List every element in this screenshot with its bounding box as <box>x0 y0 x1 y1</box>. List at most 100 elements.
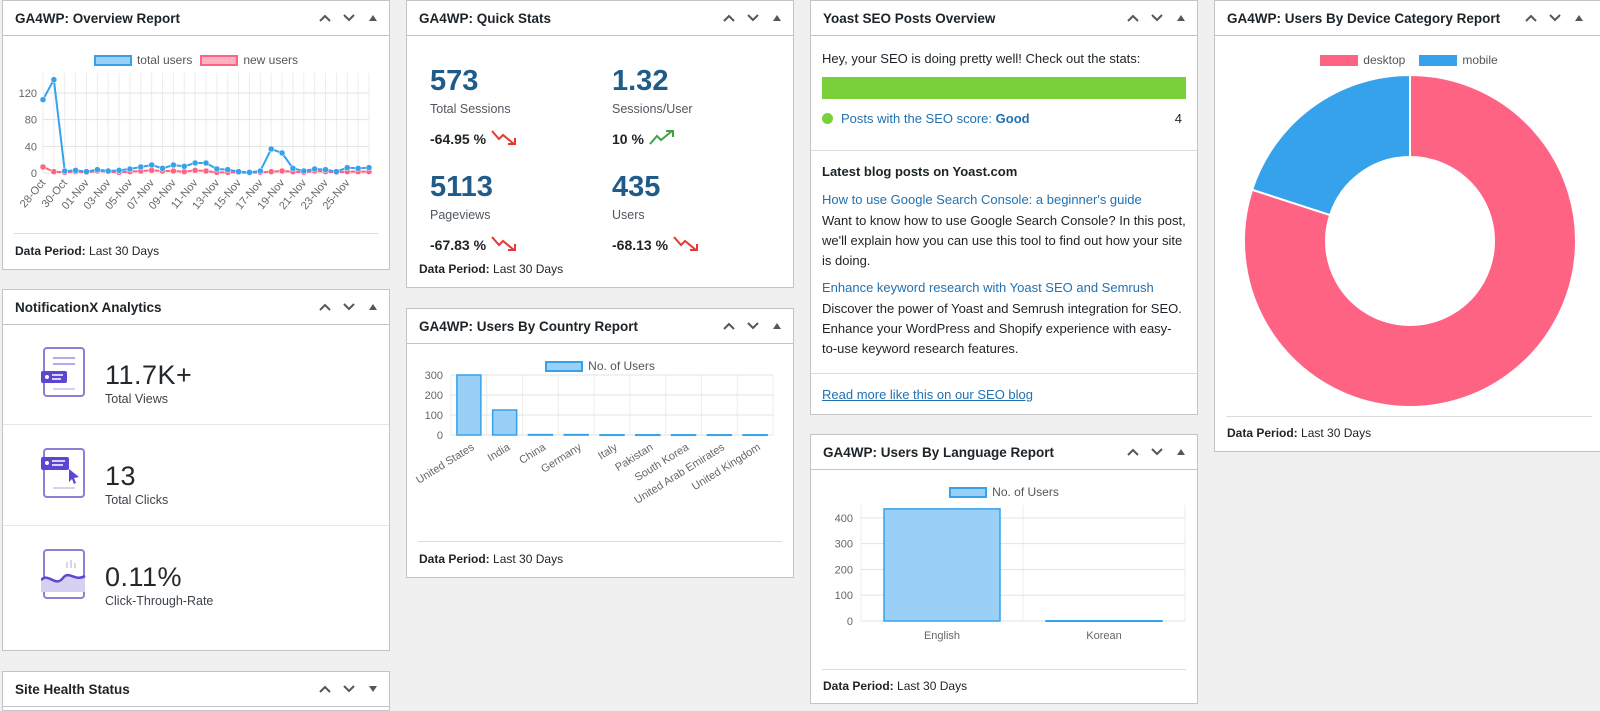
stat-pageviews: 5113 Pageviews -67.83 % <box>430 173 518 255</box>
move-down-button[interactable] <box>1545 8 1565 28</box>
move-up-button[interactable] <box>1521 8 1541 28</box>
latest-posts: Latest blog posts on Yoast.com How to us… <box>811 164 1197 359</box>
data-point <box>267 145 275 153</box>
legend-item-mobile[interactable]: mobile <box>1419 53 1498 67</box>
period-value: Last 30 Days <box>493 262 564 276</box>
toggle-panel-button[interactable] <box>363 679 383 699</box>
move-down-button[interactable] <box>1147 442 1167 462</box>
move-up-button[interactable] <box>1123 442 1143 462</box>
period-label: Data Period: <box>419 552 490 566</box>
legend-item-desktop[interactable]: desktop <box>1320 53 1405 67</box>
change-value: -68.13 % <box>612 236 669 253</box>
legend-item-new-users[interactable]: new users <box>200 53 298 67</box>
widget-header: GA4WP: Users By Device Category Report <box>1215 1 1600 36</box>
data-point <box>344 164 351 171</box>
legend-item-users[interactable]: No. of Users <box>545 359 655 373</box>
toggle-panel-button[interactable] <box>767 8 787 28</box>
country-report-widget: GA4WP: Users By Country Report No. of Us… <box>406 308 794 578</box>
post-link[interactable]: Enhance keyword research with Yoast SEO … <box>822 280 1154 295</box>
move-up-button[interactable] <box>315 297 335 317</box>
widget-title: GA4WP: Users By Device Category Report <box>1227 10 1501 26</box>
stat-label: Total Sessions <box>430 102 511 116</box>
widget-header: GA4WP: Overview Report <box>3 1 389 36</box>
data-point <box>50 168 58 175</box>
data-point <box>137 163 145 171</box>
divider <box>811 373 1197 374</box>
move-down-button[interactable] <box>339 679 359 699</box>
data-point <box>365 164 373 171</box>
toggle-panel-button[interactable] <box>1569 8 1589 28</box>
data-point <box>224 166 231 173</box>
toggle-panel-button[interactable] <box>363 297 383 317</box>
move-down-button[interactable] <box>743 316 763 336</box>
stat-change: -68.13 % <box>612 234 700 255</box>
y-tick-label: 80 <box>25 115 37 127</box>
toggle-panel-button[interactable] <box>1171 442 1191 462</box>
data-point <box>354 165 362 172</box>
move-up-button[interactable] <box>1123 8 1143 28</box>
trend-down-icon <box>672 234 700 255</box>
move-up-button[interactable] <box>719 316 739 336</box>
x-tick-label: English <box>924 630 960 642</box>
move-down-button[interactable] <box>339 297 359 317</box>
move-down-button[interactable] <box>743 8 763 28</box>
trend-down-icon <box>490 128 518 149</box>
trend-down-icon <box>490 234 518 255</box>
read-more-link[interactable]: Read more like this on our SEO blog <box>822 387 1033 402</box>
data-point <box>83 168 90 175</box>
change-value: -67.83 % <box>430 236 487 253</box>
widget-controls <box>315 672 383 706</box>
move-up-button[interactable] <box>315 679 335 699</box>
seo-score-bar <box>822 77 1186 99</box>
widget-header: GA4WP: Quick Stats <box>407 1 793 36</box>
data-point <box>213 165 221 173</box>
stat-value: 11.7K+ <box>105 360 193 390</box>
seo-score-link[interactable]: Posts with the SEO score: Good <box>841 111 1030 126</box>
data-point <box>202 167 210 175</box>
toggle-panel-button[interactable] <box>363 8 383 28</box>
legend-label: new users <box>243 53 299 67</box>
stat-row-ctr: 0.11% Click-Through-Rate <box>3 526 389 626</box>
data-point <box>311 165 318 173</box>
data-point <box>191 167 199 174</box>
site-health-widget: Site Health Status <box>2 671 390 711</box>
bar <box>1045 619 1163 622</box>
period-label: Data Period: <box>1227 426 1298 440</box>
data-point <box>104 167 112 175</box>
chart-legend: No. of Users <box>811 485 1197 499</box>
toggle-panel-button[interactable] <box>1171 8 1191 28</box>
ctr-icon <box>40 548 87 600</box>
divider <box>811 150 1197 151</box>
widget-controls <box>1123 435 1191 469</box>
y-tick-label: 120 <box>19 88 37 100</box>
stat-value: 573 <box>430 65 479 97</box>
period-label: Data Period: <box>823 679 894 693</box>
widget-header: NotificationX Analytics <box>3 290 389 325</box>
legend-label: mobile <box>1462 53 1498 67</box>
data-point <box>50 76 58 83</box>
widget-title: GA4WP: Users By Country Report <box>419 318 639 334</box>
post-link[interactable]: How to use Google Search Console: a begi… <box>822 192 1142 207</box>
move-down-button[interactable] <box>1147 8 1167 28</box>
donut-slice <box>1250 73 1411 217</box>
move-up-button[interactable] <box>719 8 739 28</box>
language-bar-chart: 0 100 200 300 400 English Korean <box>835 505 1186 642</box>
device-donut-chart <box>1243 73 1577 408</box>
bar <box>563 433 589 436</box>
divider <box>822 669 1186 670</box>
notificationx-widget: NotificationX Analytics 11.7K+ Total Vie… <box>2 289 390 651</box>
data-point <box>39 163 47 171</box>
legend-label: No. of Users <box>588 359 655 373</box>
stat-label: Total Clicks <box>105 493 169 507</box>
legend-item-total-users[interactable]: total users <box>93 53 192 67</box>
period-label: Data Period: <box>15 244 86 258</box>
stat-sessions-per-user: 1.32 Sessions/User 10 % <box>612 67 693 149</box>
stat-label: Sessions/User <box>612 102 693 116</box>
move-down-button[interactable] <box>339 8 359 28</box>
move-up-button[interactable] <box>315 8 335 28</box>
toggle-panel-button[interactable] <box>767 316 787 336</box>
data-point <box>39 96 47 103</box>
legend-item-users[interactable]: No. of Users <box>949 485 1059 499</box>
donut-slice <box>1243 73 1577 408</box>
